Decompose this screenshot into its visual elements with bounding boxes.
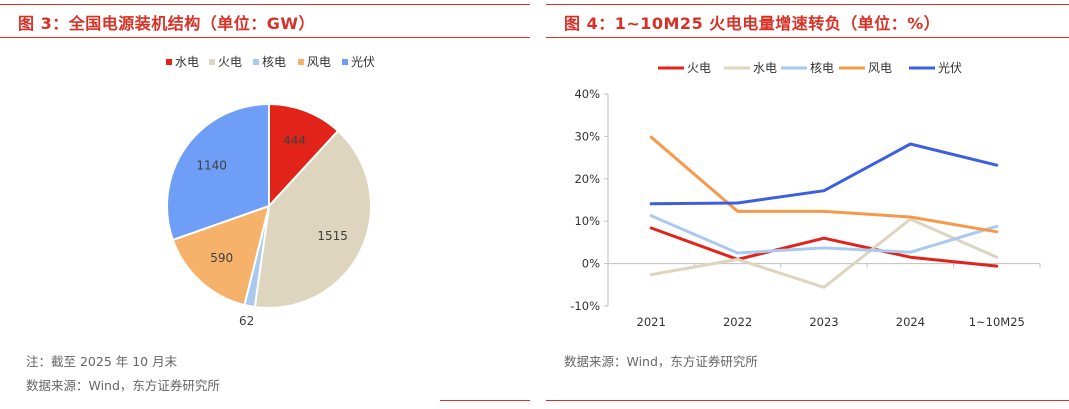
x-tick-label: 2024 [896, 315, 925, 329]
x-tick-label: 1~10M25 [969, 315, 1025, 329]
legend-label: 水电 [175, 55, 199, 69]
legend-label: 光伏 [938, 61, 962, 75]
top-rule [546, 4, 1069, 5]
title-rule [546, 37, 1069, 38]
series-line [649, 217, 999, 289]
pie-slice [268, 102, 340, 209]
panel-title: 图 3：全国电源装机结构（单位：GW） [18, 14, 315, 33]
line-chart: 火电 水电 核电 风电 光伏 -10% 0% 10% 20% 30% 40% 2021 2022 2023… [570, 61, 1041, 329]
y-tick-label: 30% [574, 129, 600, 143]
pie-chart: 水电 火电 核电 风电 光伏 444 1515 62 590 1140 [166, 55, 375, 328]
series-line [649, 135, 999, 234]
legend-swatch [209, 59, 215, 65]
data-source: 数据来源：Wind，东方证券研究所 [26, 378, 220, 393]
series-line [649, 214, 999, 255]
legend-label: 光伏 [351, 55, 375, 69]
data-label: 1515 [317, 229, 348, 243]
legend-label: 核电 [262, 55, 286, 69]
y-tick-label: 0% [582, 257, 600, 271]
pie-slice [171, 204, 271, 307]
legend-swatch [298, 59, 304, 65]
legend-swatch [253, 59, 259, 65]
left-panel: 图 3：全国电源装机结构（单位：GW） 水电 火电 核电 风电 光伏 444 1515 62 5… [0, 0, 530, 409]
right-panel: 图 4：1~10M25 火电电量增速转负（单位：%） 火电 水电 核电 风电 光伏 -10… [546, 0, 1069, 409]
data-source: 数据来源：Wind，东方证券研究所 [564, 354, 758, 369]
y-tick-label: 40% [574, 87, 600, 101]
pie-slice [166, 102, 270, 242]
y-tick-label: 10% [574, 214, 600, 228]
x-tick-label: 2023 [809, 315, 838, 329]
y-tick-label: 20% [574, 172, 600, 186]
x-tick-label: 2021 [637, 315, 666, 329]
top-rule [0, 4, 530, 5]
legend-label: 风电 [868, 61, 892, 75]
legend-label: 火电 [687, 61, 711, 75]
legend-label: 核电 [810, 61, 834, 75]
panel-title: 图 4：1~10M25 火电电量增速转负（单位：%） [564, 14, 941, 33]
legend-label: 风电 [307, 55, 331, 69]
legend-label: 水电 [753, 61, 777, 75]
data-label: 62 [239, 314, 254, 328]
legend-swatch [166, 59, 172, 65]
y-tick-label: -10% [570, 299, 600, 313]
data-label: 444 [283, 133, 306, 147]
series-line [649, 226, 999, 268]
series-line [649, 142, 999, 206]
chart-note: 注：截至 2025 年 10 月末 [26, 354, 178, 369]
data-label: 1140 [196, 158, 227, 172]
pie-slice [253, 129, 372, 309]
legend-label: 火电 [218, 55, 242, 69]
legend-swatch [342, 59, 348, 65]
data-label: 590 [210, 251, 233, 265]
x-tick-label: 2022 [723, 315, 752, 329]
bottom-rule [440, 400, 530, 401]
title-rule [0, 37, 530, 38]
bottom-rule [546, 400, 1069, 401]
